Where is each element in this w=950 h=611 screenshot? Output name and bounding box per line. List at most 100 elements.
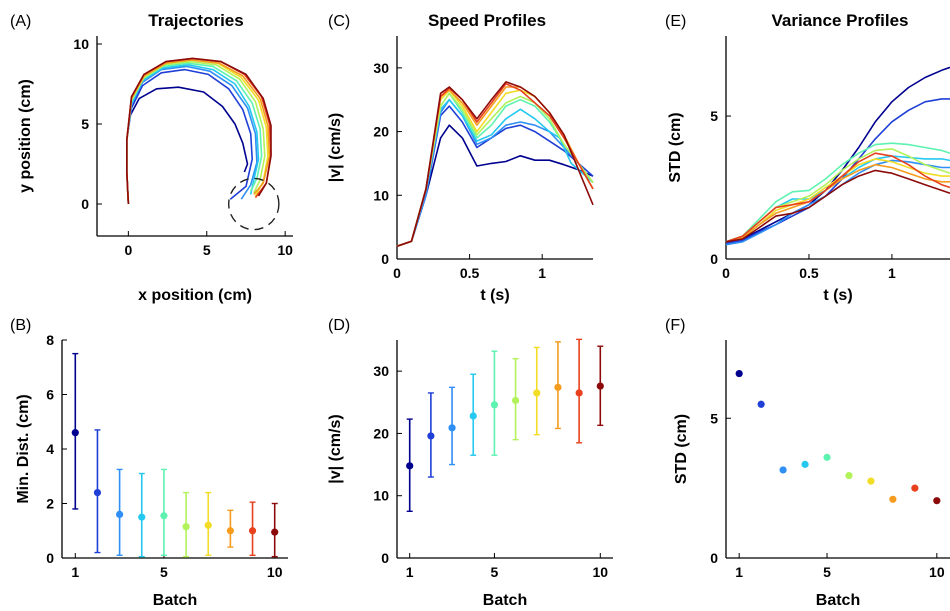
panel-a-label: (A) (10, 13, 31, 30)
panel-d-data-point (469, 412, 477, 420)
panel-d-data-point (448, 424, 456, 432)
panel-b-data-point (71, 429, 79, 437)
panel-e-y-tick-label: 0 (710, 251, 718, 267)
panel-d-y-tick-label: 20 (373, 425, 389, 441)
panel-f-data-point (845, 471, 853, 480)
panel-c-title: Speed Profiles (428, 11, 546, 30)
panel-b-data-point (138, 513, 146, 521)
panel-d-x-tick-label: 10 (593, 564, 609, 580)
panel-d-data-point (427, 432, 435, 440)
panel-b-x-tick-label: 10 (267, 564, 283, 580)
panel-f-data-point (911, 484, 919, 492)
panel-f-data-point (735, 369, 743, 378)
panel-c-series-line (396, 124, 594, 248)
panel-f-y-tick-label: 5 (710, 410, 718, 426)
panel-b-y-tick-label: 0 (46, 550, 54, 566)
panel-e-series-line (725, 169, 950, 243)
panel-b-data-point (182, 523, 190, 531)
panel-a-y-tick-label: 10 (73, 36, 89, 52)
panel-a-series-line (126, 57, 272, 205)
panel-b-data-point (248, 527, 257, 535)
panel-d-data-point (596, 382, 604, 390)
panel-d-data-point (533, 389, 541, 397)
panel-a-title: Trajectories (148, 11, 243, 30)
panel-a-x-tick-label: 5 (203, 242, 211, 258)
panel-f-x-tick-label: 10 (929, 564, 945, 580)
panel-f-data-point (867, 477, 875, 485)
panel-f-x-tick-label: 5 (823, 564, 831, 580)
panel-f-data-point (779, 466, 787, 474)
panel-d-y-tick-label: 10 (373, 488, 389, 504)
panel-c-x-axis-label: t (s) (480, 287, 509, 304)
panel-a-x-tick-label: 0 (124, 242, 132, 258)
panel-e-series-line (725, 66, 950, 243)
panel-f-y-tick-label: 0 (710, 550, 718, 566)
panel-d-y-tick-label: 30 (373, 363, 389, 379)
panel-b-data-point (271, 528, 279, 536)
panel-c-y-tick-label: 30 (373, 60, 389, 76)
panel-b-y-tick-label: 4 (46, 441, 54, 457)
panel-f-data-point (933, 497, 941, 505)
panel-f-x-axis-label: Batch (816, 592, 860, 609)
panel-f-data-point (757, 400, 765, 408)
panel-b-data-point (116, 510, 124, 518)
panel-a-x-tick-label: 10 (277, 242, 293, 258)
panel-e-y-axis-label: STD (cm) (667, 112, 684, 182)
panel-e-label: (E) (665, 13, 686, 30)
panel-c-series-line (396, 105, 594, 248)
panel-b-y-tick-label: 2 (46, 496, 54, 512)
panel-e-x-tick-label: 1 (888, 265, 896, 281)
panel-a-target-circle (228, 177, 280, 231)
panel-b-y-tick-label: 6 (46, 387, 54, 403)
panel-f-label: (F) (665, 317, 685, 334)
panel-c-x-tick-label: 1 (538, 265, 546, 281)
panel-d-data-point (554, 383, 562, 391)
panel-c-series-line (396, 92, 594, 248)
panel-c-series-line (396, 92, 594, 248)
panel-b-x-tick-label: 1 (71, 564, 79, 580)
panel-b-data-point (204, 521, 212, 529)
panel-e-x-axis-label: t (s) (823, 287, 852, 304)
panel-c-series-line (396, 98, 594, 248)
panel-f-data-point (823, 453, 831, 461)
panel-d-data-point (575, 389, 583, 397)
panel-a-y-axis-label: y position (cm) (17, 79, 34, 193)
panel-d-data-point (511, 396, 520, 405)
panel-b-data-point (93, 489, 102, 497)
panel-c-y-tick-label: 10 (373, 187, 389, 203)
panel-d-y-tick-label: 0 (381, 550, 389, 566)
panel-f-y-axis-label: STD (cm) (673, 414, 690, 484)
panel-b-label: (B) (10, 317, 31, 334)
panel-c-series-line (396, 81, 594, 248)
panel-d-data-point (490, 401, 499, 409)
panel-d-x-tick-label: 1 (406, 564, 414, 580)
panel-d-x-tick-label: 5 (491, 564, 499, 580)
panel-f-data-point (801, 460, 809, 468)
panel-b-y-tick-label: 8 (46, 332, 54, 348)
panel-e-x-tick-label: 0 (722, 265, 730, 281)
panel-a-y-tick-label: 0 (81, 196, 89, 212)
panel-d-x-axis-label: Batch (483, 592, 527, 609)
panel-c-series-line (396, 86, 594, 248)
panel-c-y-tick-label: 0 (381, 251, 389, 267)
panel-c-label: (C) (328, 13, 350, 30)
panel-b-x-axis-label: Batch (153, 592, 197, 609)
panel-b-x-tick-label: 5 (160, 564, 168, 580)
panel-e-series-line (725, 163, 950, 243)
panel-e-series-line (725, 152, 950, 243)
panel-a-y-tick-label: 5 (81, 116, 89, 132)
panel-c-series-line (396, 89, 594, 248)
panel-e-title: Variance Profiles (771, 11, 908, 30)
panel-c-x-tick-label: 0.5 (460, 265, 480, 281)
panel-c-y-tick-label: 20 (373, 124, 389, 140)
panel-b-data-point (160, 512, 168, 520)
panel-b-y-axis-label: Min. Dist. (cm) (15, 394, 32, 503)
panel-e-series-line (725, 142, 950, 243)
panel-c-y-axis-label: |v| (cm/s) (327, 113, 344, 182)
panel-a-series-line (126, 86, 249, 205)
panel-a-x-axis-label: x position (cm) (138, 287, 252, 304)
panel-f-data-point (889, 495, 897, 503)
panel-e-x-tick-label: 0.5 (799, 265, 819, 281)
panel-f-x-tick-label: 1 (735, 564, 743, 580)
